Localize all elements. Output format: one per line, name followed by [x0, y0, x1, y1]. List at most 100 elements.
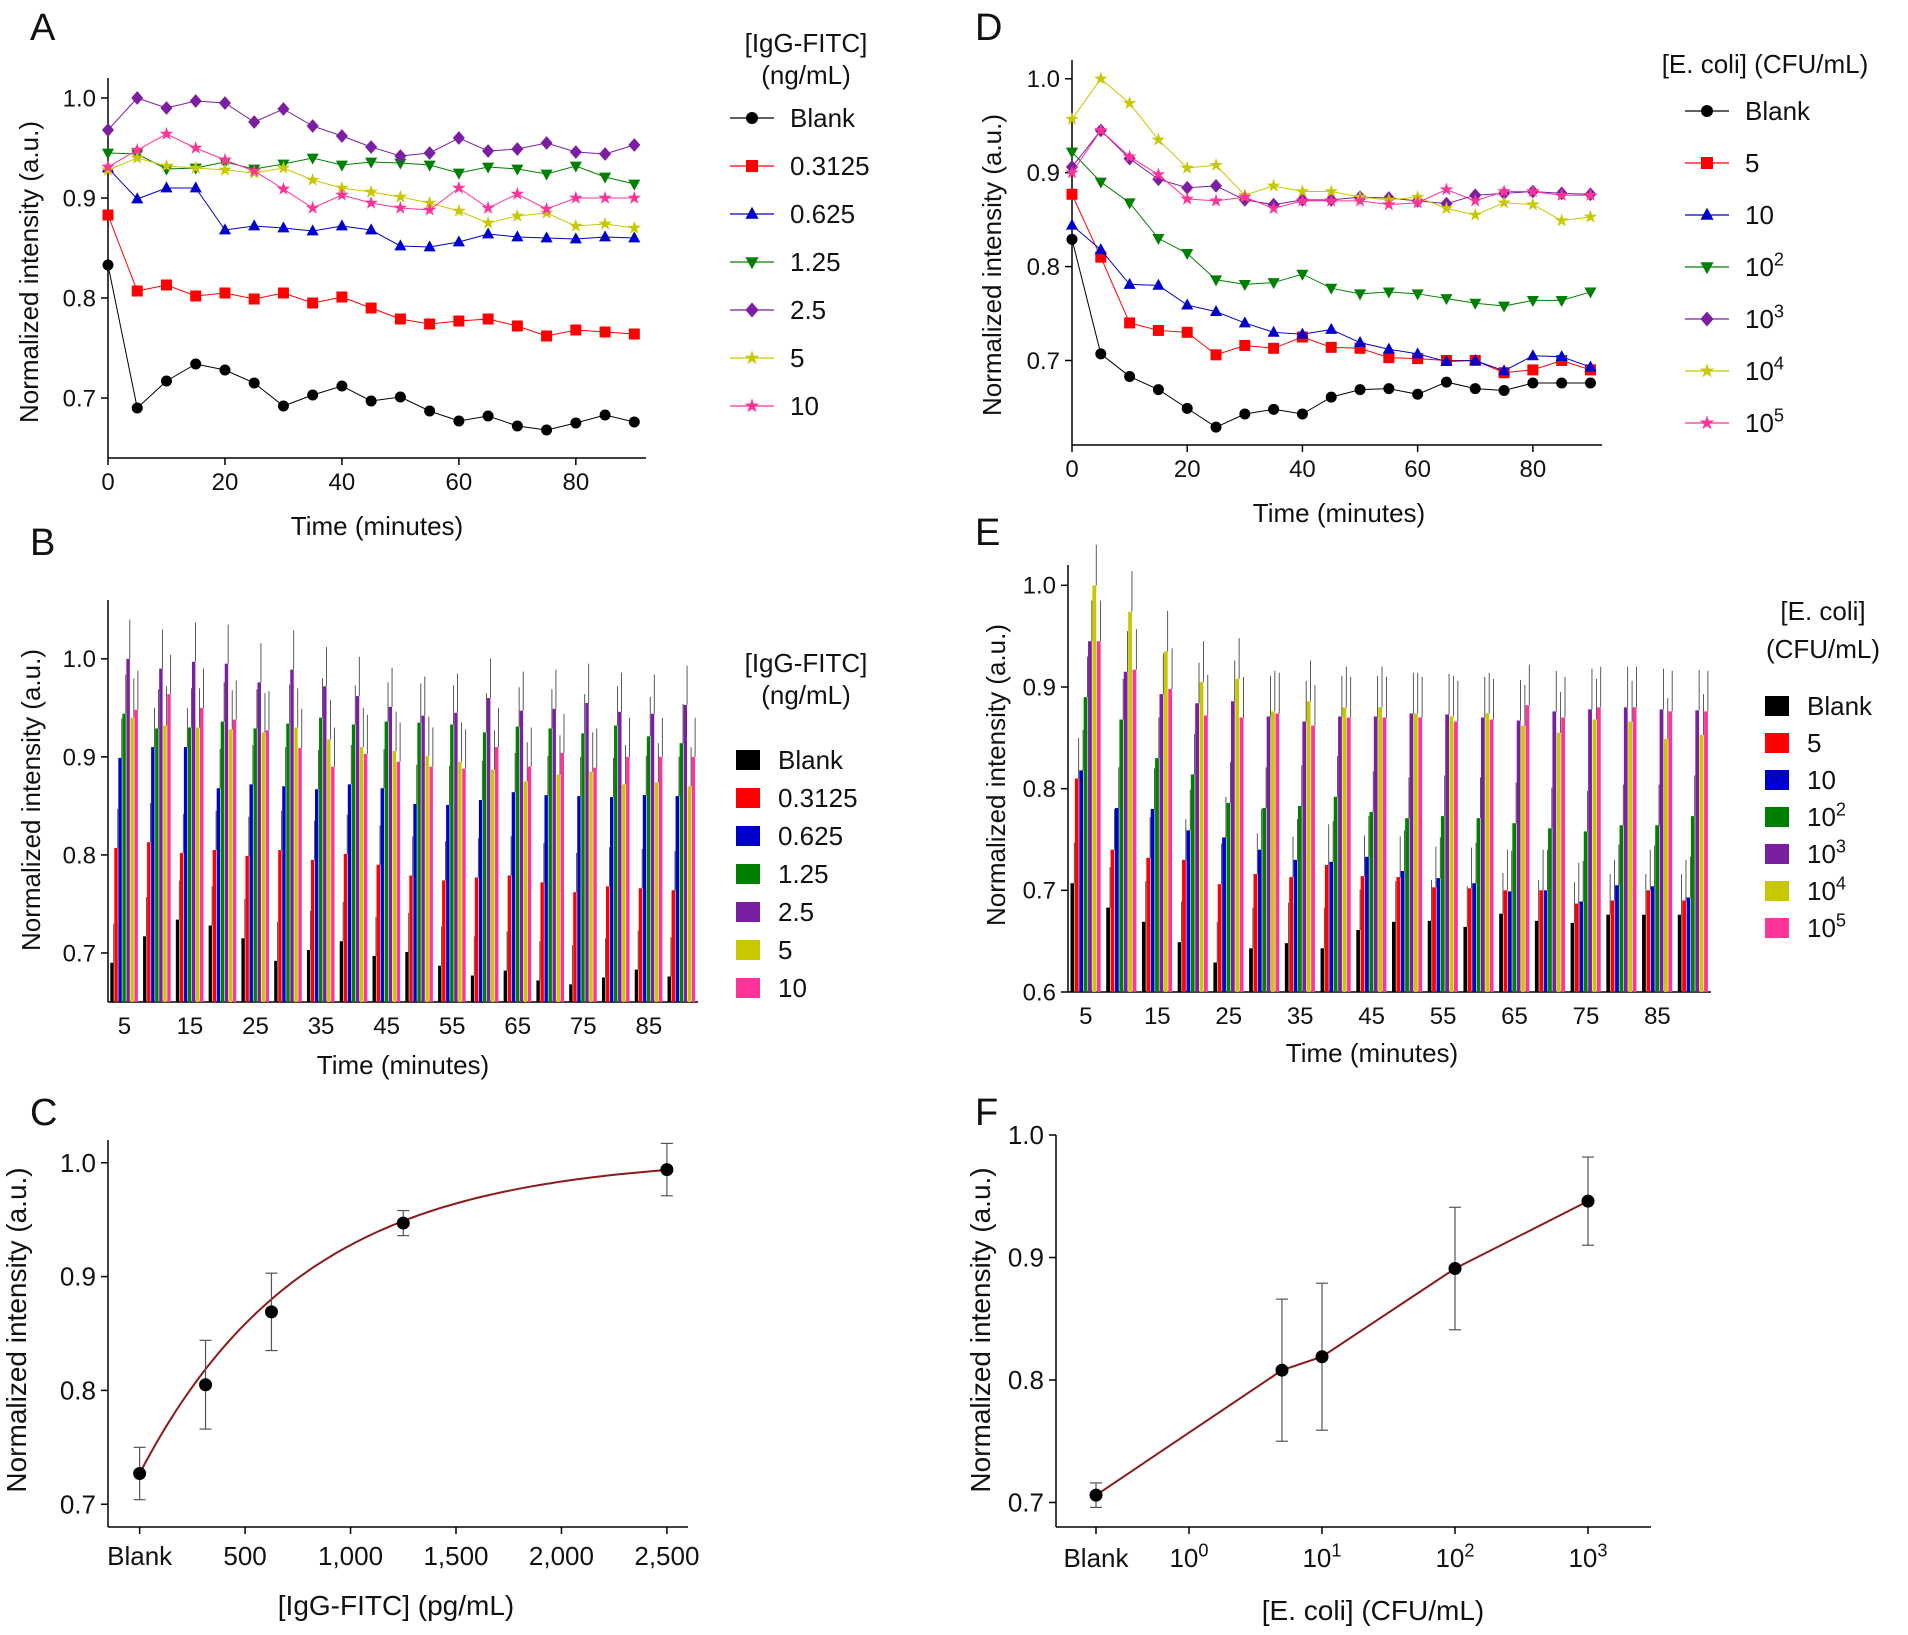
panel-b-xtick-label: 45: [373, 1013, 400, 1040]
panel-f-point: [1448, 1262, 1462, 1276]
panel-d-point: [1151, 167, 1166, 181]
panel-f-ytick-label: 0.9: [1008, 1243, 1044, 1273]
panel-d-point: [1526, 295, 1539, 307]
panel-a-point: [422, 202, 437, 216]
panel-b-legend-swatch: [736, 940, 760, 960]
panel-a-point: [335, 187, 349, 201]
panel-a-point: [101, 148, 115, 160]
panel-b-legend-swatch: [736, 826, 760, 846]
panel-d-point: [1469, 298, 1482, 310]
panel-e-bar: [1588, 709, 1592, 992]
panel-letter-f: F: [975, 1092, 998, 1134]
panel-b-legend-swatch: [736, 750, 760, 770]
panel-e-bar: [1449, 716, 1454, 992]
panel-d-point: [1181, 298, 1194, 310]
panel-b-bar: [319, 717, 323, 1002]
panel-b-ytick-label: 1.0: [63, 646, 96, 673]
panel-b-bar: [143, 936, 147, 1002]
panel-a-point: [481, 200, 495, 214]
panel-d-legend-label: 105: [1745, 406, 1784, 438]
panel-d-point: [1239, 339, 1251, 351]
panel-b-bar: [654, 782, 659, 1002]
panel-a-legend-marker: [746, 112, 758, 124]
panel-d-point: [1267, 325, 1280, 337]
panel-b-bar: [601, 977, 606, 1002]
panel-c-ylabel: Normalized intensity (a.u.): [1, 1167, 32, 1492]
panel-b-bar: [687, 786, 692, 1002]
panel-b-bar: [134, 709, 138, 1002]
panel-e-bar: [1235, 678, 1240, 992]
panel-b-bar: [593, 767, 597, 1002]
panel-e-bar: [1628, 721, 1633, 992]
panel-a-point: [394, 158, 407, 170]
panel-e-bar: [1615, 885, 1619, 992]
panel-d-xtick-label: 60: [1404, 456, 1431, 483]
panel-e-bar: [1704, 711, 1708, 992]
panel-a-point: [336, 380, 348, 392]
panel-d-point: [1238, 280, 1251, 292]
panel-a-point: [541, 424, 553, 436]
panel-b-bar: [155, 728, 159, 1002]
panel-d-point: [1325, 391, 1337, 403]
panel-d-point: [1095, 251, 1107, 263]
panel-f-ytick-label: 0.8: [1008, 1365, 1044, 1395]
panel-a-xlabel: Time (minutes): [291, 511, 463, 541]
panel-a-point: [394, 391, 406, 403]
panel-d-point: [1296, 327, 1309, 339]
panel-d-point: [1554, 213, 1569, 227]
panel-b-bar: [228, 729, 233, 1002]
panel-b-bar: [642, 795, 647, 1002]
panel-a-legend-marker: [745, 206, 759, 219]
panel-a-point: [452, 180, 466, 194]
panel-b-bar: [614, 725, 618, 1002]
panel-a-point: [305, 200, 320, 214]
panel-e-bar: [1418, 717, 1423, 992]
panel-b-bar: [183, 747, 188, 1002]
panel-e-bar: [1548, 828, 1552, 992]
panel-d-point: [1354, 342, 1366, 354]
panel-b-legend-label: 5: [778, 935, 792, 965]
panel-e-legend-label: 5: [1807, 728, 1821, 758]
panel-b-bar: [376, 864, 380, 1002]
panel-a-legend-label: Blank: [790, 103, 856, 133]
panel-e-legend-swatch: [1765, 918, 1789, 938]
panel-d-point: [1296, 269, 1309, 281]
panel-a-point: [160, 181, 173, 193]
panel-d-point: [1239, 408, 1251, 420]
panel-e-bar: [1123, 671, 1128, 992]
panel-d-xtick-label: 40: [1289, 456, 1316, 483]
panel-b-bar: [114, 848, 118, 1002]
panel-e-bar: [1378, 707, 1383, 992]
panel-a-point: [394, 239, 407, 251]
panel-e-bar: [1690, 816, 1695, 992]
panel-e-bar: [1333, 796, 1338, 992]
panel-b-bar: [110, 962, 114, 1002]
panel-a-point: [219, 287, 231, 299]
panel-a-point: [306, 119, 319, 133]
panel-b-bar: [413, 803, 417, 1002]
panel-a-xtick-label: 0: [101, 469, 114, 496]
panel-e-xtick-label: 5: [1079, 1003, 1092, 1030]
panel-d-point: [1266, 178, 1281, 192]
panel-b-bar: [245, 855, 249, 1002]
panel-a-point: [306, 153, 319, 165]
panel-a-point: [160, 164, 173, 176]
panel-e-bar: [1396, 877, 1401, 992]
panel-d-point: [1066, 233, 1078, 245]
panel-d-point: [1439, 182, 1454, 196]
panel-a-point: [364, 195, 378, 209]
panel-b-legend-label: 10: [778, 973, 807, 1003]
panel-b-bar: [691, 756, 696, 1002]
panel-b: 5 15 25 35 45 55 65 75 85 0.7 0.8 0.9 1.0 Blank 0.3125…: [63, 600, 858, 1040]
panel-e-legend-label: 105: [1807, 911, 1846, 943]
panel-a-point: [248, 115, 261, 129]
panel-letter-a: A: [30, 7, 56, 49]
panel-e-bar: [1552, 711, 1557, 992]
panel-b-bar: [486, 698, 491, 1002]
panel-d-ytick-label: 0.8: [1027, 254, 1060, 281]
panel-b-bar: [147, 842, 151, 1002]
panel-e-bar: [1239, 717, 1244, 992]
panel-a-point: [599, 172, 612, 184]
panel-b-bar: [380, 788, 384, 1002]
panel-b-bar: [658, 756, 663, 1002]
